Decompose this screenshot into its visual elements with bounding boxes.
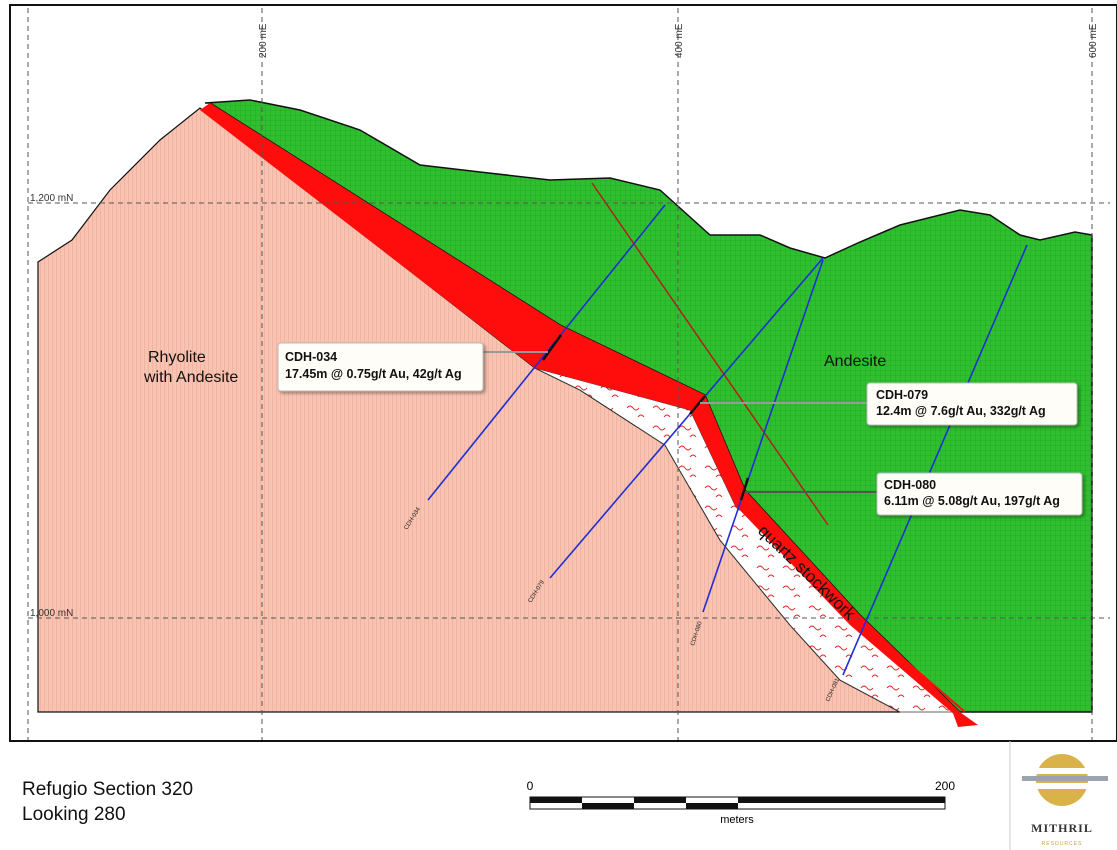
scale-segment — [582, 803, 634, 809]
callout-title: CDH-034 — [285, 350, 337, 364]
callout-text: 12.4m @ 7.6g/t Au, 332g/t Ag — [876, 404, 1046, 418]
drill-hole — [702, 259, 824, 613]
section-subtitle: Looking 280 — [22, 804, 126, 825]
callout-box — [277, 342, 484, 392]
unit-label: with Andesite — [143, 369, 238, 386]
northing-label: 1,200 mN — [30, 193, 73, 204]
callout-title: CDH-080 — [884, 478, 936, 492]
callout-text: 17.45m @ 0.75g/t Au, 42g/t Ag — [285, 367, 462, 381]
easting-label: 400 mE — [674, 23, 685, 58]
northing-label: 1,000 mN — [30, 608, 73, 619]
logo — [1022, 754, 1108, 806]
fault-line — [591, 182, 829, 526]
scale-label: 0 — [527, 779, 534, 793]
mineralized-zone — [200, 103, 960, 715]
scale-label: 200 — [935, 779, 955, 793]
trend-arrow — [950, 705, 978, 727]
scale-segment — [738, 797, 945, 803]
unit-label: Rhyolite — [148, 349, 206, 366]
andesite-unit — [204, 99, 1093, 713]
drill-hole — [549, 257, 824, 579]
drill-hole — [842, 244, 1028, 676]
easting-label: 600 mE — [1088, 23, 1099, 58]
scale-segment — [686, 803, 738, 809]
trend-line — [869, 629, 966, 713]
scale-unit: meters — [720, 814, 754, 826]
unit-label: Andesite — [824, 353, 886, 370]
section-title: Refugio Section 320 — [22, 779, 193, 800]
logo-band — [1022, 768, 1108, 774]
intercept — [739, 477, 750, 501]
logo-text: MITHRIL — [1031, 821, 1093, 835]
logo-subtext: RESOURCES — [1042, 841, 1083, 847]
scale-bar — [529, 796, 946, 810]
callout-box — [866, 382, 1078, 426]
easting-label: 200 mE — [258, 23, 269, 58]
scale-segment — [530, 797, 582, 803]
intercept — [689, 395, 706, 415]
scale-segment — [634, 797, 686, 803]
callout-text: 6.11m @ 5.08g/t Au, 197g/t Ag — [884, 494, 1060, 508]
intercept — [541, 334, 563, 361]
callout-title: CDH-079 — [876, 388, 928, 402]
callout-box — [876, 472, 1083, 516]
logo-band — [1022, 783, 1108, 789]
logo-band — [1022, 776, 1108, 781]
